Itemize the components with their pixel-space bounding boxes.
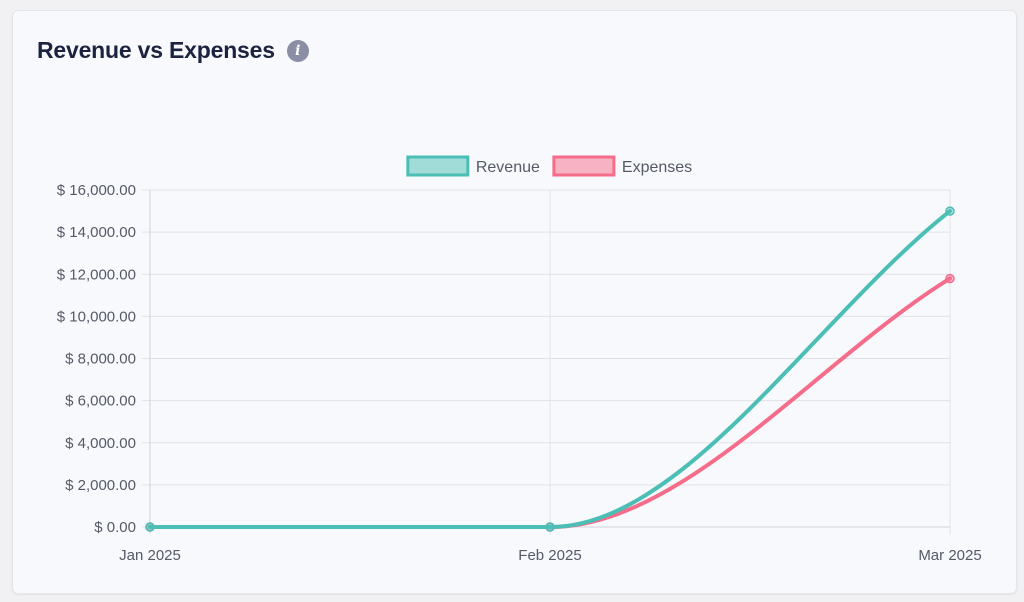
revenue-line bbox=[148, 209, 952, 530]
series bbox=[145, 206, 955, 532]
info-icon[interactable]: i bbox=[286, 39, 309, 62]
legend-item-revenue[interactable]: Revenue bbox=[406, 155, 540, 177]
y-tick-label: $ 10,000.00 bbox=[57, 308, 136, 325]
legend-item-expenses[interactable]: Expenses bbox=[552, 155, 692, 177]
y-tick-label: $ 8,000.00 bbox=[65, 351, 136, 368]
y-tick-label: $ 2,000.00 bbox=[65, 477, 136, 494]
axes: $ 0.00 $ 2,000.00 $ 4,000.00 $ 6,000.00 $ 8,… bbox=[57, 182, 982, 564]
y-tick-label: $ 4,000.00 bbox=[65, 435, 136, 452]
revenue-point[interactable] bbox=[545, 522, 555, 532]
x-tick-label: Feb 2025 bbox=[518, 547, 581, 564]
expenses-point[interactable] bbox=[945, 273, 955, 284]
y-tick-label: $ 12,000.00 bbox=[57, 266, 136, 283]
y-tick-label: $ 6,000.00 bbox=[65, 393, 136, 410]
x-tick-label: Mar 2025 bbox=[918, 547, 981, 564]
chart-card: Revenue vs Expenses i bbox=[12, 10, 1017, 594]
x-tick-label: Jan 2025 bbox=[119, 547, 181, 564]
revenue-point[interactable] bbox=[145, 522, 155, 532]
revenue-point[interactable] bbox=[945, 206, 955, 216]
y-tick-label: $ 16,000.00 bbox=[57, 182, 136, 199]
card-title: Revenue vs Expenses bbox=[37, 37, 275, 63]
legend: Revenue Expenses bbox=[406, 155, 692, 177]
legend-swatch bbox=[552, 155, 616, 177]
card-header: Revenue vs Expenses i bbox=[37, 37, 309, 64]
y-tick-label: $ 14,000.00 bbox=[57, 224, 136, 241]
legend-label: Revenue bbox=[476, 159, 540, 176]
legend-label: Expenses bbox=[622, 159, 692, 176]
legend-swatch bbox=[406, 155, 470, 177]
grid bbox=[142, 189, 951, 535]
y-tick-label: $ 0.00 bbox=[94, 519, 136, 536]
